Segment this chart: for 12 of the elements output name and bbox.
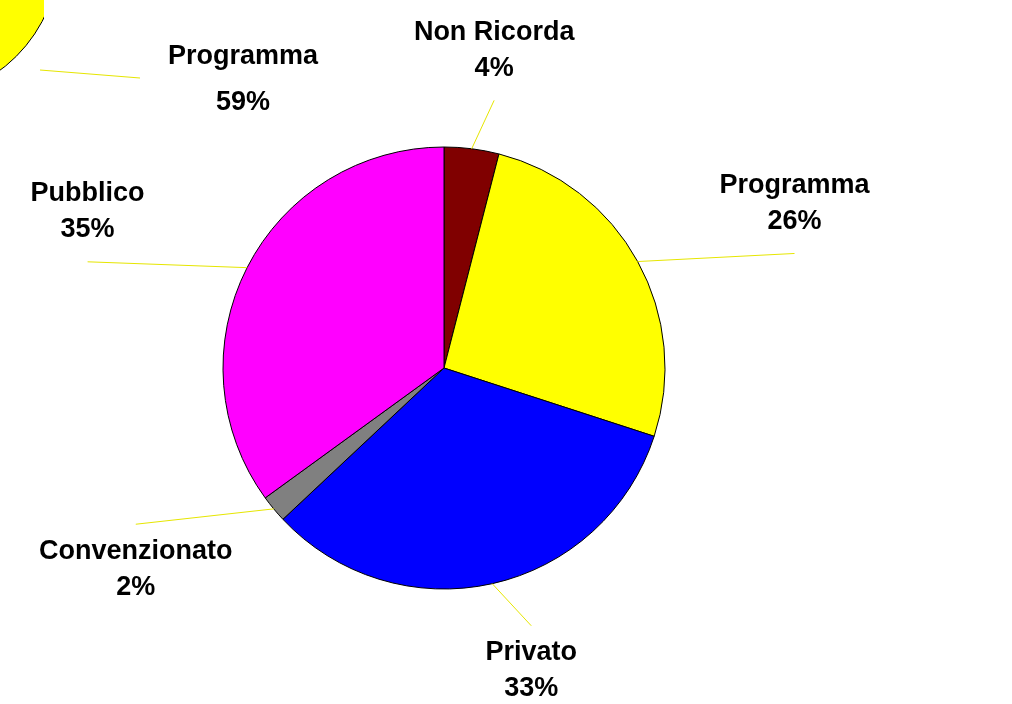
text: Programma xyxy=(167,40,319,71)
slice-label: Programma xyxy=(719,168,871,199)
data-label: 4% xyxy=(474,51,514,82)
data-label: 33% xyxy=(504,672,559,703)
slice-label: Non Ricorda xyxy=(413,15,576,46)
slice-label: Privato xyxy=(485,636,578,667)
slice-label: Convenzionato xyxy=(39,534,233,565)
data-label: 2% xyxy=(116,570,156,601)
slice-label: Pubblico xyxy=(30,177,145,208)
text: 59% xyxy=(215,86,271,117)
data-label: 26% xyxy=(767,204,822,235)
data-label: 35% xyxy=(60,213,115,244)
